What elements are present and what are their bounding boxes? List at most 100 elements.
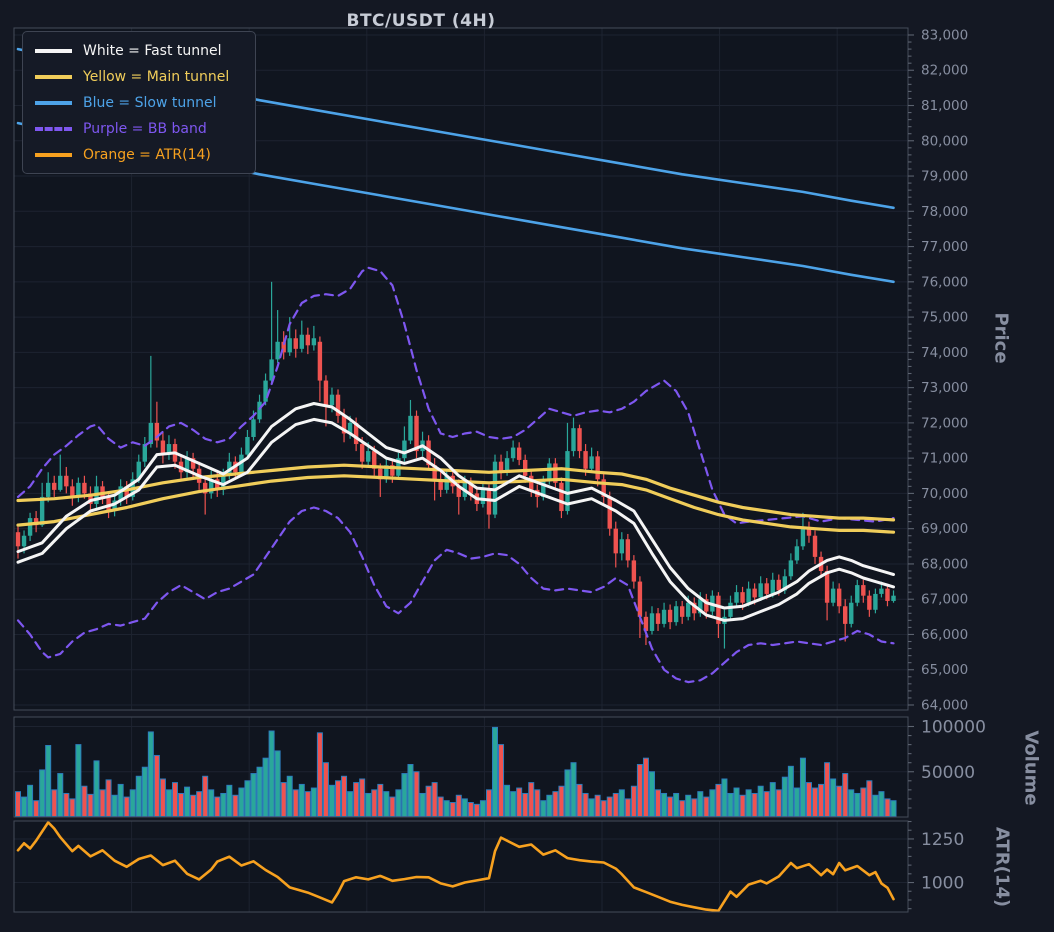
volume-bar [679, 800, 686, 817]
candle-body [824, 570, 830, 603]
candle-body [76, 482, 81, 497]
volume-bar [165, 789, 172, 818]
candle-body [293, 338, 298, 349]
candle-body [619, 539, 624, 554]
volume-bar [383, 791, 390, 818]
candle-body [522, 459, 528, 476]
candle-body [142, 444, 147, 462]
volume-bar [884, 798, 891, 817]
candle-body [752, 588, 757, 598]
candle-body [758, 583, 763, 598]
legend-label: Orange = ATR(14) [83, 146, 211, 163]
volume-bar [69, 798, 76, 817]
candle-body [70, 486, 75, 497]
volume-bar [854, 792, 861, 817]
volume-bar [685, 794, 692, 817]
candle-body [299, 334, 304, 349]
volume-bar [842, 773, 849, 818]
candle-body [269, 359, 274, 381]
volume-panel-border [13, 716, 909, 818]
overlay-main_tunnel_lower [16, 474, 896, 534]
candle-body [378, 468, 383, 480]
candle-body [492, 461, 498, 515]
volume-bar [510, 791, 517, 818]
candle-body [359, 444, 365, 462]
candle-body [366, 451, 371, 462]
volume-bar [425, 785, 432, 818]
legend-item-bb-band: Purple = BB band [35, 120, 243, 137]
price-tick-label: 78,000 [921, 204, 968, 220]
candle-body [716, 595, 721, 624]
candle-body [673, 606, 679, 623]
axis-ticks: 83,000 82,000 81,000 80,000 79,000 78,000 77,0… [908, 27, 986, 910]
legend-item-main-tunnel: Yellow = Main tunnel [35, 68, 243, 85]
volume-bar [812, 787, 819, 817]
candle-body [613, 528, 618, 554]
candle-body [88, 493, 93, 504]
legend-label: Blue = Slow tunnel [83, 94, 217, 111]
volume-bar [793, 787, 800, 817]
panel-borders [13, 27, 909, 913]
fast-tunnel-line-swatch [35, 48, 72, 53]
volume-bar [147, 731, 154, 817]
volume-bar [407, 764, 414, 817]
candle-body [631, 560, 637, 582]
volume-bar [57, 773, 64, 818]
volume-bar [642, 757, 649, 817]
candle-body [15, 532, 21, 547]
candle-body [830, 588, 836, 603]
candle-body [643, 616, 649, 631]
volume-bar [365, 792, 372, 817]
volume-bar [135, 775, 142, 817]
candle-body [649, 613, 655, 631]
volume-bar [449, 802, 456, 818]
volume-bar [117, 783, 124, 818]
candle-body [794, 546, 800, 561]
legend-label: Purple = BB band [83, 120, 207, 137]
candle-body [541, 481, 546, 497]
candle-body [215, 479, 220, 490]
volume-bar [866, 780, 873, 817]
candle-body [468, 482, 474, 494]
volume-bar [830, 778, 837, 818]
volume-bar [111, 794, 118, 817]
volume-bar [347, 791, 354, 818]
atr-tick-label: 1000 [921, 874, 964, 894]
candle-body [263, 380, 268, 402]
candle-body [577, 428, 582, 452]
atr-axis-title: ATR(14) [991, 826, 1013, 908]
volume-bar [401, 773, 408, 818]
candle-body [64, 475, 69, 487]
volume-bar [304, 791, 311, 818]
volume-bar [673, 792, 680, 817]
price-tick-label: 66,000 [921, 627, 968, 643]
overlay-bb_upper [16, 266, 895, 525]
price-tick-label: 80,000 [921, 133, 968, 149]
overlay-main_tunnel_upper [16, 463, 896, 522]
volume-bar [516, 787, 523, 817]
volume-bar [153, 754, 160, 818]
volume-bar [709, 789, 716, 818]
volume-bar [485, 789, 492, 818]
volume-bar [123, 796, 130, 818]
volume-bar [87, 793, 94, 817]
candle-body [698, 599, 703, 614]
volume-bar [455, 794, 462, 817]
candle-body [529, 475, 534, 490]
volume-bar [268, 730, 275, 818]
volume-bar [612, 792, 619, 817]
volume-bar [655, 789, 662, 818]
volume-bar [99, 789, 106, 818]
candle-body [190, 458, 196, 469]
volume-bar [751, 792, 758, 817]
volume-bar [371, 789, 378, 818]
volume-bar [618, 789, 625, 818]
volume-bar [570, 762, 577, 817]
volume-bar [522, 792, 529, 817]
price-tick-label: 64,000 [921, 697, 968, 713]
candle-body [390, 465, 395, 476]
candle-body [800, 526, 806, 547]
candle-body [251, 419, 256, 437]
candle-body [679, 606, 685, 617]
volume-bar [33, 800, 40, 817]
